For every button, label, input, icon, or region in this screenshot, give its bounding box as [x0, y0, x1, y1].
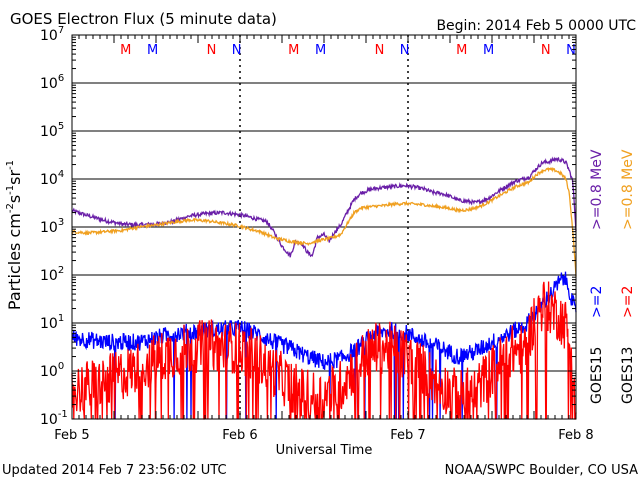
ylabel-exp3: -1	[5, 160, 16, 170]
y-tick-label: 103	[40, 217, 64, 236]
credit-text: NOAA/SWPC Boulder, CO USA	[445, 463, 638, 478]
x-tick-label: Feb 8	[558, 428, 593, 443]
y-tick-exp: 1	[58, 313, 64, 324]
y-tick-base: 10	[40, 124, 58, 140]
y-tick-label: 100	[40, 361, 64, 380]
series-goes15_ge2	[71, 271, 577, 420]
ylabel-exp1: -2	[5, 203, 16, 213]
y-tick-base: 10	[40, 364, 58, 380]
legend-goes15: GOES15	[589, 347, 605, 404]
y-tick-base: 10	[40, 268, 58, 284]
y-tick-label: 10-1	[40, 409, 68, 428]
y-tick-base: 10	[40, 316, 58, 332]
y-tick-exp: 6	[58, 73, 64, 84]
y-tick-exp: 2	[58, 265, 64, 276]
svg-text:Particles cm-2s-1sr-1: Particles cm-2s-1sr-1	[5, 160, 24, 310]
legend-goes13-ge08: >=0.8 MeV	[620, 149, 636, 230]
y-tick-label: 102	[40, 265, 64, 284]
y-tick-exp: 3	[58, 217, 64, 228]
y-tick-label: 105	[40, 121, 64, 140]
satellite-marker: N	[400, 43, 410, 58]
y-tick-exp: -1	[58, 409, 68, 420]
legend-goes13-ge2: >=2	[620, 286, 636, 318]
y-tick-base: 10	[40, 412, 58, 428]
updated-timestamp: Updated 2014 Feb 7 23:56:02 UTC	[2, 463, 227, 478]
x-tick-label: Feb 6	[222, 428, 257, 443]
chart-title: GOES Electron Flux (5 minute data)	[10, 10, 277, 28]
legend-goes13: GOES13	[620, 347, 636, 404]
x-axis-label: Universal Time	[276, 443, 373, 458]
x-axis-ticks: Feb 5 Feb 6 Feb 7 Feb 8	[54, 35, 594, 443]
satellite-marker: M	[483, 43, 494, 58]
satellite-marker: N	[232, 43, 242, 58]
ylabel-main: Particles cm	[5, 213, 24, 310]
satellite-marker: M	[288, 43, 299, 58]
ylabel-s: s	[5, 195, 24, 203]
y-tick-base: 10	[40, 220, 58, 236]
y-tick-base: 10	[40, 28, 58, 44]
legend-goes15-ge2: >=2	[589, 286, 605, 318]
satellite-marker: M	[120, 43, 131, 58]
satellite-marker: M	[456, 43, 467, 58]
y-tick-label: 104	[40, 169, 64, 188]
legend-goes15-ge08: >=0.8 MeV	[589, 149, 605, 230]
y-tick-label: 101	[40, 313, 64, 332]
satellite-marker: N	[375, 43, 385, 58]
x-tick-label: Feb 7	[390, 428, 425, 443]
y-tick-label: 107	[40, 25, 64, 44]
satellite-marker: N	[541, 43, 551, 58]
satellite-marker: M	[315, 43, 326, 58]
satellite-marker: N	[207, 43, 217, 58]
y-tick-base: 10	[40, 76, 58, 92]
ylabel-exp2: -1	[5, 185, 16, 195]
begin-date: Begin: 2014 Feb 5 0000 UTC	[436, 18, 636, 34]
x-tick-label: Feb 5	[54, 428, 89, 443]
y-tick-exp: 7	[58, 25, 64, 36]
y-tick-label: 106	[40, 73, 64, 92]
y-tick-exp: 0	[58, 361, 64, 372]
satellite-marker: M	[147, 43, 158, 58]
y-tick-exp: 5	[58, 121, 64, 132]
series-goes13_ge08	[71, 166, 577, 277]
y-tick-exp: 4	[58, 169, 64, 180]
satellite-marker: N	[566, 43, 576, 58]
y-axis-label: Particles cm-2s-1sr-1	[5, 160, 24, 310]
ylabel-sr: sr	[5, 170, 24, 185]
y-tick-base: 10	[40, 172, 58, 188]
